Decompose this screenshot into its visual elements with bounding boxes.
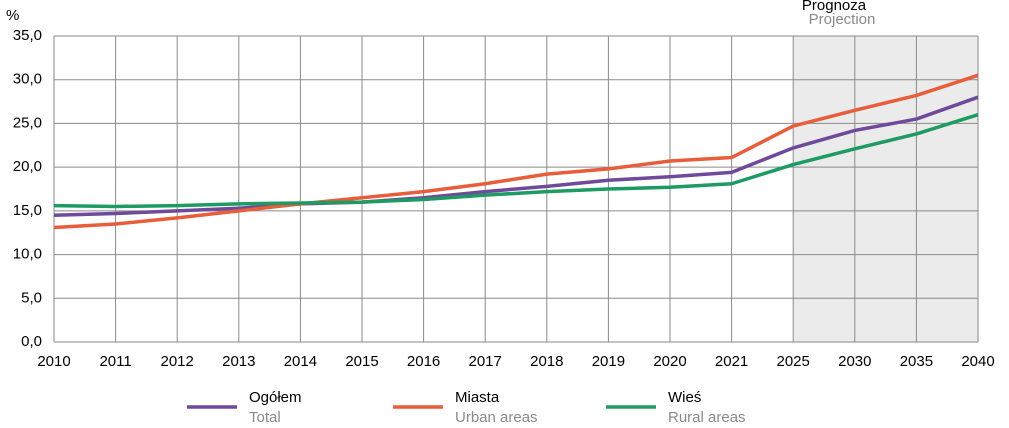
legend-label: Wieś <box>668 389 701 406</box>
x-tick-label: 2018 <box>530 353 563 370</box>
x-tick-label: 2035 <box>900 353 933 370</box>
projection-area <box>793 36 978 342</box>
y-tick-label: 20,0 <box>13 158 42 175</box>
legend-label: Ogółem <box>249 389 302 406</box>
x-tick-label: 2014 <box>284 353 317 370</box>
x-tick-label: 2013 <box>222 353 255 370</box>
x-tick-label: 2016 <box>407 353 440 370</box>
data-line <box>53 73 979 230</box>
y-tick-label: 35,0 <box>13 27 42 44</box>
y-tick-label: 0,0 <box>21 333 42 350</box>
x-tick-label: 2017 <box>469 353 502 370</box>
projection-label: Prognoza <box>802 0 867 14</box>
x-tick-label: 2019 <box>592 353 625 370</box>
y-tick-label: 15,0 <box>13 202 42 219</box>
data-line <box>53 113 979 209</box>
legend-label-en: Urban areas <box>455 409 538 426</box>
x-tick-label: 2030 <box>838 353 871 370</box>
y-tick-label: 25,0 <box>13 114 42 131</box>
legend-label-en: Total <box>249 409 281 426</box>
x-tick-label: 2015 <box>345 353 378 370</box>
x-tick-label: 2021 <box>715 353 748 370</box>
x-tick-label: 2012 <box>161 353 194 370</box>
y-tick-label: 10,0 <box>13 246 42 263</box>
y-unit: % <box>6 7 19 24</box>
x-tick-label: 2010 <box>37 353 70 370</box>
legend-label-en: Rural areas <box>668 409 746 426</box>
x-tick-label: 2020 <box>653 353 686 370</box>
x-tick-label: 2025 <box>777 353 810 370</box>
projection-label-en: Projection <box>809 11 876 28</box>
y-tick-label: 5,0 <box>21 289 42 306</box>
x-tick-label: 2040 <box>961 353 994 370</box>
x-tick-label: 2011 <box>99 353 131 370</box>
legend-label: Miasta <box>455 389 500 406</box>
y-tick-label: 30,0 <box>13 71 42 88</box>
data-line <box>53 95 979 217</box>
